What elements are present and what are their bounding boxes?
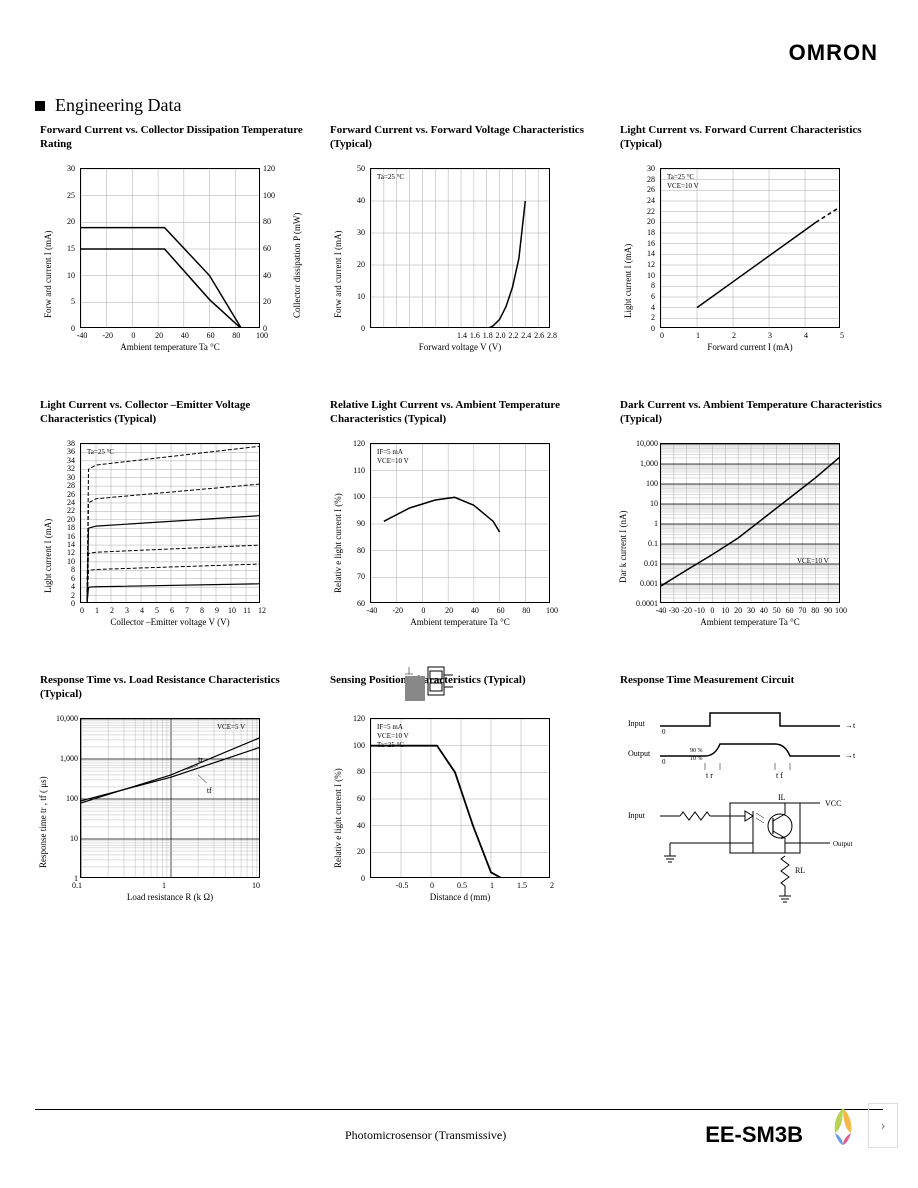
chart-title: Light Current vs. Collector –Emitter Vol… [40,399,320,427]
chart-5: Dark Current vs. Ambient Temperature Cha… [620,399,900,664]
svg-text:d: d [403,692,405,695]
section-title: Engineering Data [55,95,181,116]
chart-8: Response Time Measurement Circuit Input … [620,674,900,939]
svg-text:Output: Output [833,840,853,848]
svg-text:tr: tr [198,755,203,764]
chart-7: Sensing Position Characteristics (Typica… [330,674,610,939]
svg-text:10 %: 10 % [690,756,703,762]
footer-part-number: EE-SM3B [705,1122,803,1148]
charts-grid: Forward Current vs. Collector Dissipatio… [40,124,883,939]
chart-4: Relative Light Current vs. Ambient Tempe… [330,399,610,664]
brand-logo: OMRON [789,40,878,66]
svg-text:t f: t f [776,771,783,780]
chart-title: Forward Current vs. Forward Voltage Char… [330,124,610,152]
svg-text:Input: Input [628,811,646,820]
x-axis-label: Load resistance R (k Ω) [80,892,260,902]
x-axis-label: Forward voltage V (V) [370,342,550,352]
chart-title: Sensing Position Characteristics (Typica… [330,674,610,702]
svg-text:VCC: VCC [825,799,841,808]
chart-1: Forward Current vs. Forward Voltage Char… [330,124,610,389]
svg-text:IL: IL [778,793,786,802]
chart-title: Response Time Measurement Circuit [620,674,900,702]
svg-text:tf: tf [207,786,212,795]
chart-title: Response Time vs. Load Resistance Charac… [40,674,320,702]
chart-2: Light Current vs. Forward Current Charac… [620,124,900,389]
footer-bar: Photomicrosensor (Transmissive) EE-SM3B [35,1109,883,1148]
chart-title: Forward Current vs. Collector Dissipatio… [40,124,320,152]
svg-text:0: 0 [662,758,666,766]
svg-text:Input: Input [628,719,646,728]
chart-3: Light Current vs. Collector –Emitter Vol… [40,399,320,664]
chart-title: Light Current vs. Forward Current Charac… [620,124,900,152]
nav-leaf-icon [823,1103,863,1148]
y-axis-label: Response time tr , tf ( μs) [38,776,48,868]
y-axis-label: Forw ard current I (mA) [333,231,343,318]
section-bullet-icon [35,101,45,111]
x-axis-label: Collector –Emitter voltage V (V) [80,617,260,627]
section-header: Engineering Data [35,95,883,116]
svg-text:t r: t r [706,771,713,780]
x-axis-label: Forward current I (mA) [660,342,840,352]
next-page-button[interactable]: › [868,1103,898,1148]
chart-title: Dark Current vs. Ambient Temperature Cha… [620,399,900,427]
footer-description: Photomicrosensor (Transmissive) [345,1128,506,1143]
svg-text:RL: RL [795,866,805,875]
svg-text:→t: →t [845,721,856,730]
x-axis-label: Ambient temperature Ta °C [660,617,840,627]
chart-title: Relative Light Current vs. Ambient Tempe… [330,399,610,427]
x-axis-label: Ambient temperature Ta °C [370,617,550,627]
svg-text:0: 0 [662,728,666,736]
x-axis-label: Ambient temperature Ta °C [80,342,260,352]
svg-text:90 %: 90 % [690,748,703,754]
y2-axis-label: Collector dissipation P (mW) [292,213,302,318]
chart-6: Response Time vs. Load Resistance Charac… [40,674,320,939]
chart-0: Forward Current vs. Collector Dissipatio… [40,124,320,389]
svg-text:→t: →t [845,751,856,760]
x-axis-label: Distance d (mm) [370,892,550,902]
svg-text:Output: Output [628,749,651,758]
